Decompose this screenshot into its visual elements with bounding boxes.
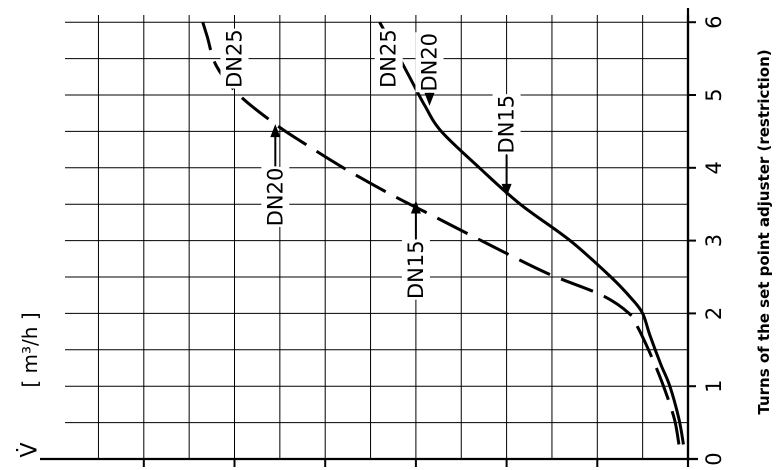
series-solid-curve bbox=[378, 21, 685, 445]
annotation-dn15-5-label: DN15 bbox=[404, 240, 428, 299]
series-dashed-curve bbox=[201, 21, 681, 445]
annotation-dn25-0-label-bg bbox=[374, 28, 403, 89]
annotation-dn15-2-label: DN15 bbox=[495, 95, 519, 154]
turns-tick-label: 1 bbox=[702, 380, 726, 393]
flow-symbol: V̇ bbox=[16, 442, 42, 457]
annotation-dn15-5-arrow-head bbox=[410, 200, 421, 214]
annotation-dn25-3-label-bg bbox=[220, 28, 249, 89]
annotation-dn25-3-label: DN25 bbox=[223, 29, 247, 88]
curves bbox=[201, 21, 685, 445]
flow-unit-label: [ m³/h ] bbox=[18, 312, 42, 387]
annotations: DN25 DN20 DN15 DN25 DN20 DN15 bbox=[220, 28, 521, 300]
annotation-dn15-5-label-bg bbox=[401, 239, 430, 300]
turns-tick-label: 3 bbox=[702, 234, 726, 247]
axes: 01234560123456Turns of the set point adj… bbox=[16, 8, 773, 467]
turns-tick-label: 6 bbox=[702, 16, 726, 29]
annotation-dn20-4-label-bg bbox=[261, 166, 290, 227]
annotation-dn15-2-arrow-head bbox=[501, 183, 512, 197]
turns-tick-label: 0 bbox=[702, 452, 726, 465]
turns-tick-label: 4 bbox=[702, 161, 726, 174]
turns-tick-label: 5 bbox=[702, 88, 726, 101]
annotation-dn20-1-label-bg bbox=[415, 32, 444, 93]
annotation-dn20-1-arrow-head bbox=[424, 92, 435, 106]
annotation-dn20-1-label: DN20 bbox=[418, 33, 442, 92]
annotation-dn15-2-label-bg bbox=[492, 94, 521, 155]
annotation-dn20-4-arrow-head bbox=[270, 124, 281, 138]
annotation-dn25-0-label: DN25 bbox=[377, 29, 401, 88]
turns-tick-label: 2 bbox=[702, 307, 726, 320]
turns-axis-title: Turns of the set point adjuster (restric… bbox=[755, 49, 773, 414]
annotation-dn20-4-label: DN20 bbox=[263, 168, 287, 227]
